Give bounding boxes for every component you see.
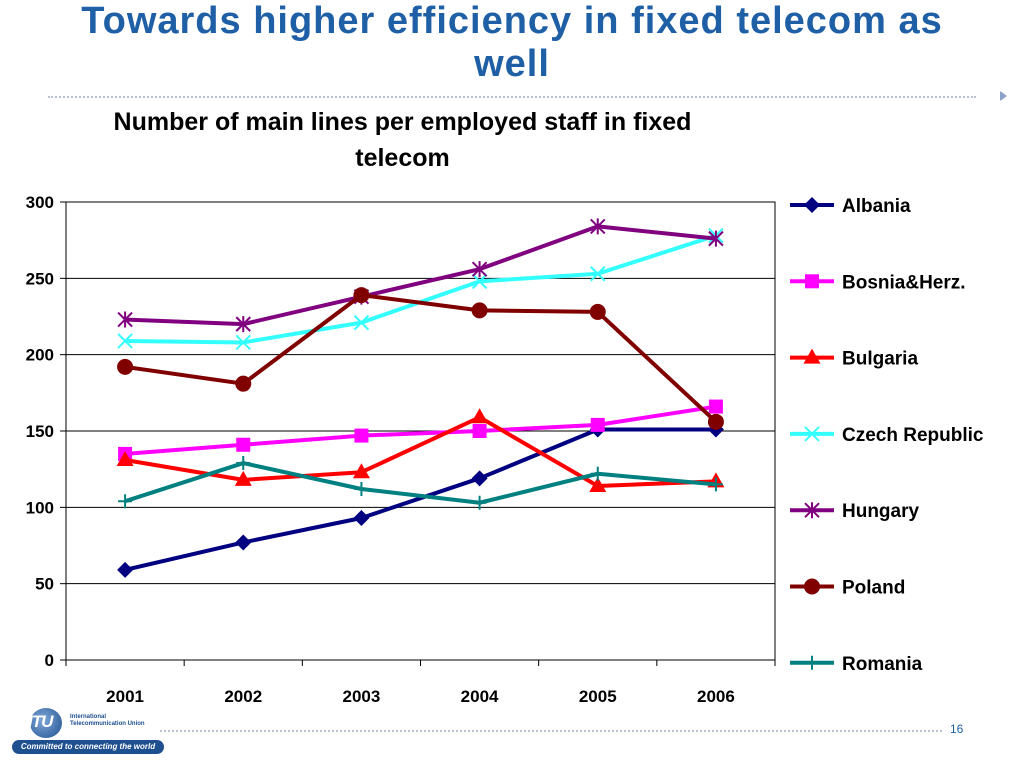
point-albania-2004: [471, 470, 488, 487]
series-line-poland: [124, 293, 718, 424]
logo-tagline: Committed to connecting the world: [12, 740, 164, 754]
legend-marker-hungary: [804, 502, 820, 519]
legend-label-hungary: Hungary: [842, 501, 920, 522]
legend-marker-albania: [804, 197, 820, 213]
legend-label-romania: Romania: [842, 654, 923, 675]
legend-item-albania: Albania: [790, 196, 911, 217]
globe-icon: [30, 708, 62, 738]
point-hungary-2006: [708, 230, 724, 247]
point-bulgaria-2001: [116, 451, 134, 467]
x-tick-label-2001: 2001: [106, 687, 144, 706]
legend-marker-poland: [804, 578, 820, 595]
point-poland-2001: [117, 358, 134, 375]
point-hungary-2004: [471, 261, 488, 278]
point-bosnia-herz-2006: [708, 399, 723, 414]
series-line-czech-republic: [125, 233, 717, 345]
legend-item-romania: Romania: [790, 654, 923, 675]
y-tick-label-300: 300: [26, 193, 54, 212]
series-bulgaria: [116, 408, 725, 492]
legend: Albania Bosnia&Herz. Bulgaria Czech Republi…: [790, 196, 984, 675]
legend-item-bulgaria: Bulgaria: [790, 348, 918, 370]
y-tick-label-0: 0: [45, 651, 54, 670]
y-tick-label-50: 50: [35, 575, 54, 594]
legend-item-hungary: Hungary: [790, 501, 920, 522]
x-tick-label-2002: 2002: [224, 687, 262, 706]
series-line-hungary: [125, 224, 717, 327]
series-line-romania: [124, 461, 717, 505]
point-romania-2002: [236, 456, 251, 471]
legend-label-albania: Albania: [842, 196, 911, 217]
point-bulgaria-2003: [352, 463, 370, 479]
point-bosnia-herz-2005: [590, 417, 605, 432]
point-romania-2005: [590, 466, 605, 481]
point-czech-republic-2005: [590, 266, 606, 282]
point-czech-republic-2002: [235, 334, 251, 351]
point-czech-republic-2001: [117, 333, 133, 349]
legend-label-poland: Poland: [842, 578, 905, 599]
point-romania-2001: [118, 494, 133, 509]
series-poland: [117, 287, 724, 430]
x-tick-label-2006: 2006: [697, 687, 735, 706]
series-romania: [118, 456, 723, 510]
point-poland-2002: [235, 375, 252, 392]
legend-item-bosnia-herz: Bosnia&Herz.: [790, 272, 966, 293]
logo-abbreviation: ITU: [28, 712, 53, 731]
point-albania-2002: [235, 534, 252, 551]
chart-title: Number of main lines per employed staff …: [113, 108, 692, 172]
series-czech-republic: [117, 227, 724, 351]
page-number: 16: [950, 722, 964, 736]
legend-marker-romania: [805, 655, 819, 670]
series-line-bulgaria: [124, 415, 716, 488]
series-bosnia-herz: [118, 399, 723, 461]
point-poland-2005: [589, 303, 606, 320]
point-romania-2004: [472, 495, 487, 510]
x-tick-label-2005: 2005: [579, 687, 617, 706]
y-tick-label-250: 250: [26, 269, 54, 288]
itu-logo: ITU International Telecommunication Unio…: [12, 700, 164, 756]
title-divider: [48, 96, 976, 98]
y-tick-label-100: 100: [26, 498, 54, 517]
divider-arrow-icon: [1000, 91, 1007, 101]
point-poland-2003: [353, 287, 370, 304]
series-hungary: [117, 218, 724, 333]
point-bulgaria-2002: [234, 470, 252, 486]
legend-item-czech-republic: Czech Republic: [790, 425, 984, 446]
point-hungary-2002: [235, 316, 251, 333]
legend-marker-bosnia-herz: [805, 274, 819, 289]
point-bosnia-herz-2004: [472, 424, 487, 438]
series-line-bosnia-herz: [124, 404, 717, 456]
legend-label-bulgaria: Bulgaria: [842, 349, 918, 370]
y-tick-label-150: 150: [26, 422, 54, 441]
legend-marker-bulgaria: [803, 348, 821, 364]
point-bulgaria-2005: [589, 476, 607, 492]
legend-item-poland: Poland: [790, 578, 905, 599]
point-bulgaria-2004: [471, 408, 489, 424]
legend-label-bosnia-herz: Bosnia&Herz.: [842, 272, 966, 293]
legend-marker-czech-republic: [804, 426, 820, 442]
legend-label-czech-republic: Czech Republic: [842, 425, 984, 446]
point-bosnia-herz-2003: [354, 428, 369, 443]
point-bosnia-herz-2002: [236, 437, 251, 452]
footer-divider: [160, 730, 942, 732]
point-hungary-2001: [117, 311, 133, 328]
point-albania-2001: [117, 561, 134, 578]
point-hungary-2005: [590, 218, 606, 235]
point-romania-2003: [354, 482, 369, 497]
slide-title: Towards higher efficiency in fixed telec…: [81, 0, 943, 85]
point-poland-2006: [707, 413, 724, 430]
point-romania-2006: [708, 477, 723, 492]
point-albania-2003: [353, 510, 370, 527]
point-poland-2004: [471, 302, 488, 319]
y-tick-label-200: 200: [26, 346, 54, 365]
line-chart: 0 50 100 150 200 250 300 2001 2002 2003 2004 2005 20…: [26, 193, 984, 706]
x-tick-label-2003: 2003: [343, 687, 381, 706]
series-line-albania: [124, 427, 716, 572]
x-tick-label-2004: 2004: [461, 687, 499, 706]
point-czech-republic-2003: [353, 314, 370, 331]
logo-organization-name: International Telecommunication Union: [70, 714, 145, 727]
point-czech-republic-2004: [471, 273, 488, 290]
